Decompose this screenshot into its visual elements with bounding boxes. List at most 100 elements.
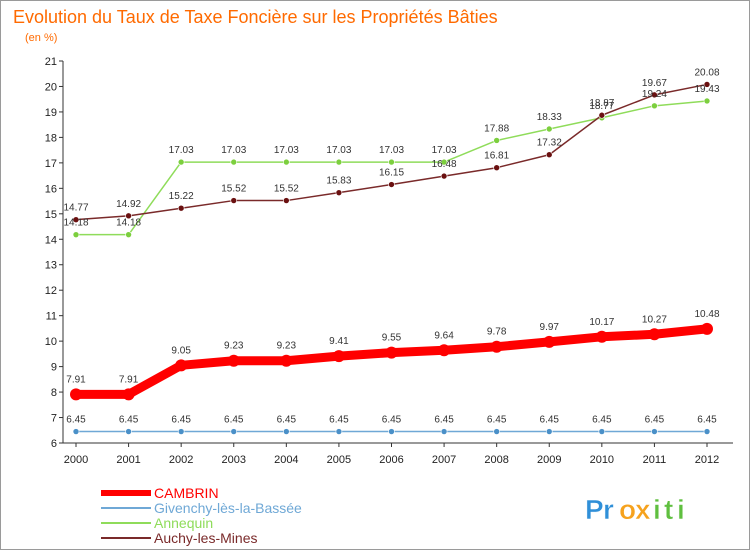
point-annequin — [125, 231, 132, 238]
data-label-givenchy: 6.45 — [382, 415, 402, 426]
y-tick-label: 6 — [51, 438, 57, 450]
data-label-auchy: 15.52 — [274, 184, 299, 195]
logo-letter: o — [619, 494, 636, 525]
point-auchy — [72, 216, 80, 223]
point-cambrin — [70, 388, 82, 401]
data-label-givenchy: 6.45 — [434, 415, 454, 426]
data-label-annequin: 17.03 — [274, 145, 299, 156]
data-label-auchy: 16.81 — [484, 151, 509, 162]
data-label-auchy: 15.22 — [169, 191, 194, 202]
y-tick-label: 10 — [45, 336, 57, 348]
logo-letter: x — [635, 494, 651, 525]
data-label-givenchy: 6.45 — [487, 415, 507, 426]
x-tick-label: 2002 — [169, 454, 193, 466]
point-givenchy — [651, 428, 658, 435]
x-tick-label: 2000 — [64, 454, 88, 466]
y-tick-label: 15 — [45, 209, 57, 221]
legend-label-givenchy: Givenchy-lès-la-Bassée — [154, 500, 302, 516]
y-tick-label: 17 — [45, 158, 57, 170]
point-auchy — [493, 164, 500, 172]
y-tick-label: 7 — [51, 413, 57, 425]
data-label-givenchy: 6.45 — [645, 415, 665, 426]
data-label-cambrin: 9.64 — [434, 330, 454, 341]
point-cambrin — [543, 335, 556, 348]
point-annequin — [440, 158, 448, 166]
x-tick-label: 2012 — [695, 454, 719, 466]
point-givenchy — [283, 428, 290, 435]
legend-label-annequin: Annequin — [154, 515, 213, 531]
point-annequin — [651, 102, 658, 110]
point-auchy — [388, 181, 395, 188]
point-annequin — [493, 137, 500, 144]
point-auchy — [230, 197, 238, 204]
point-givenchy — [493, 428, 500, 435]
point-annequin — [72, 231, 80, 238]
point-cambrin — [175, 359, 188, 372]
x-tick-label: 2005 — [327, 454, 351, 466]
data-label-annequin: 18.33 — [537, 112, 562, 123]
data-label-auchy: 15.83 — [326, 176, 351, 187]
x-tick-label: 2001 — [116, 454, 140, 466]
data-label-auchy: 14.77 — [63, 203, 88, 214]
point-cambrin — [280, 354, 293, 367]
point-cambrin — [122, 388, 135, 401]
point-cambrin — [490, 340, 503, 353]
y-tick-label: 12 — [45, 285, 57, 297]
point-auchy — [440, 172, 448, 180]
logo-letter: i — [677, 494, 685, 525]
y-tick-label: 11 — [46, 311, 57, 323]
data-label-givenchy: 6.45 — [329, 415, 349, 426]
point-annequin — [230, 158, 238, 166]
data-label-givenchy: 6.45 — [66, 415, 86, 426]
point-givenchy — [335, 428, 343, 435]
data-label-auchy: 17.32 — [537, 138, 562, 149]
y-tick-label: 16 — [45, 183, 57, 195]
point-auchy — [125, 212, 132, 220]
data-label-cambrin: 7.91 — [66, 374, 86, 385]
data-labels: 6.45 6.45 6.45 6.45 6.45 6.45 6.45 6.45 6.45 6.45… — [63, 67, 719, 425]
data-label-cambrin: 10.27 — [642, 314, 667, 325]
data-label-cambrin: 9.55 — [382, 333, 402, 344]
point-annequin — [388, 158, 395, 166]
data-label-annequin: 18.77 — [589, 101, 614, 112]
x-tick-label: 2006 — [379, 454, 403, 466]
point-cambrin — [648, 328, 661, 341]
data-label-givenchy: 6.45 — [277, 415, 297, 426]
point-auchy — [545, 151, 553, 159]
point-givenchy — [440, 428, 448, 435]
point-givenchy — [388, 428, 395, 435]
legend-item-cambrin: CAMBRIN — [101, 485, 219, 501]
data-label-givenchy: 6.45 — [224, 415, 244, 426]
x-tick-label: 2004 — [274, 454, 298, 466]
data-label-auchy: 16.48 — [432, 159, 457, 170]
logo-letter: t — [664, 494, 673, 525]
data-label-annequin: 17.03 — [326, 145, 351, 156]
y-tick-label: 13 — [45, 260, 57, 272]
point-cambrin — [332, 350, 345, 363]
point-givenchy — [230, 428, 238, 435]
chart-subtitle: (en %) — [25, 32, 57, 44]
y-tick-label: 18 — [45, 132, 57, 144]
data-label-cambrin: 9.41 — [329, 336, 349, 347]
point-givenchy — [177, 428, 185, 435]
data-label-cambrin: 9.23 — [277, 341, 297, 352]
point-annequin — [283, 158, 290, 166]
point-auchy — [703, 81, 711, 88]
point-givenchy — [703, 428, 711, 435]
point-cambrin — [227, 354, 240, 367]
point-cambrin — [701, 322, 713, 335]
x-tick-label: 2011 — [643, 454, 667, 466]
legend: CAMBRIN Givenchy-lès-la-Bassée Annequin … — [101, 485, 302, 546]
point-auchy — [177, 204, 185, 212]
y-tick-label: 9 — [51, 362, 57, 374]
data-label-auchy: 20.08 — [694, 67, 719, 78]
legend-item-auchy: Auchy-les-Mines — [101, 530, 257, 546]
data-label-annequin: 19.24 — [642, 89, 667, 100]
x-tick-label: 2007 — [432, 454, 456, 466]
x-ticks: 2000 2001 2002 2003 2004 2005 2006 2007 2008 2009… — [64, 443, 719, 466]
y-tick-label: 8 — [51, 387, 57, 399]
data-label-annequin: 17.03 — [432, 145, 457, 156]
point-cambrin — [385, 346, 398, 359]
x-tick-label: 2010 — [590, 454, 614, 466]
